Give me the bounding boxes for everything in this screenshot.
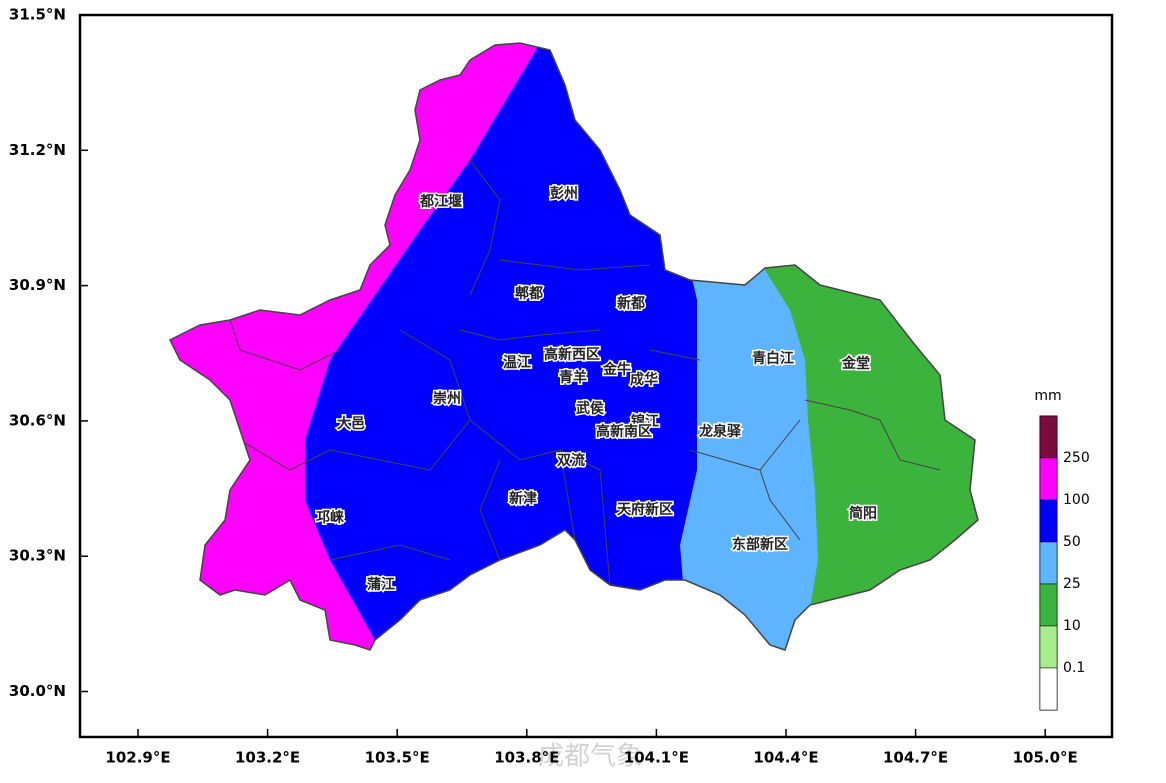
watermark: 成都气象 (538, 742, 642, 772)
lon-label: 104.4°E (753, 749, 818, 767)
lat-label: 31.2°N (9, 141, 66, 159)
legend-swatch (1039, 457, 1058, 501)
district-label: 新津 (509, 490, 537, 507)
district-label: 邛崃 (316, 510, 344, 526)
legend-swatch (1039, 415, 1058, 459)
legend-swatch (1039, 541, 1058, 585)
legend-swatch (1039, 667, 1058, 711)
legend-swatch (1039, 499, 1058, 543)
district-borders (229, 159, 941, 586)
district-label: 金堂 (841, 355, 870, 372)
district-label: 温江 (503, 354, 531, 371)
district-label: 新都 (617, 295, 645, 312)
district-label: 崇州 (433, 390, 461, 407)
legend-label: 50 (1063, 534, 1081, 550)
district-label: 都江堰 (419, 193, 462, 210)
lon-label: 103.8°E (494, 749, 559, 767)
district-label: 金牛 (602, 361, 631, 378)
lon-label: 104.1°E (624, 749, 689, 767)
district-label: 高新西区 (544, 346, 600, 363)
lat-label: 31.5°N (9, 6, 66, 24)
district-label: 蒲江 (367, 576, 395, 593)
district-label: 锦江 (631, 413, 659, 430)
district-label: 简阳 (849, 505, 877, 522)
district-label: 郫都 (515, 285, 543, 302)
legend-label: 100 (1063, 492, 1090, 508)
lon-label: 103.5°E (365, 749, 430, 767)
district-label: 青羊 (559, 369, 587, 386)
district-label: 武侯 (576, 400, 605, 417)
legend-label: 25 (1063, 576, 1081, 592)
district-label: 龙泉驿 (698, 423, 742, 440)
district-label: 青白江 (752, 350, 794, 367)
lat-label: 30.6°N (9, 411, 66, 429)
lon-label: 104.7°E (883, 749, 948, 767)
legend-swatch (1039, 583, 1058, 627)
district-label: 双流 (557, 452, 585, 469)
legend-label: 10 (1063, 618, 1081, 634)
legend-label: 0.1 (1063, 660, 1085, 676)
district-label: 彭州 (550, 185, 578, 202)
lon-label: 102.9°E (105, 749, 170, 767)
lon-label: 105.0°E (1013, 749, 1078, 767)
legend-swatch (1039, 625, 1058, 669)
lat-label: 30.0°N (9, 682, 66, 700)
lat-label: 30.9°N (9, 276, 66, 294)
district-label: 高新南区 (596, 423, 652, 440)
district-label: 东部新区 (732, 536, 788, 553)
legend-unit: mm (1034, 388, 1061, 404)
lat-label: 30.3°N (9, 547, 66, 565)
lon-label: 103.2°E (235, 749, 300, 767)
district-label: 大邑 (337, 415, 365, 432)
band-50 (305, 43, 700, 650)
district-label: 天府新区 (617, 501, 673, 518)
legend-label: 250 (1063, 450, 1090, 466)
district-label: 成华 (630, 371, 658, 388)
